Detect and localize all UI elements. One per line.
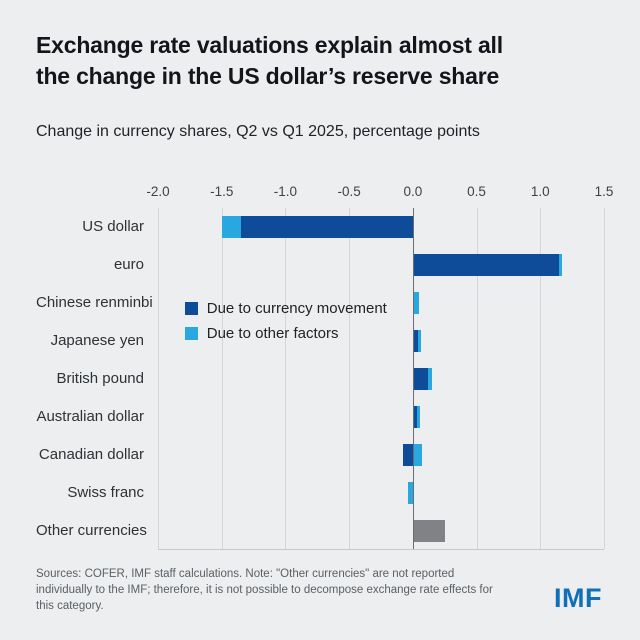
x-tick-label: -0.5 [337, 184, 361, 199]
legend-label-currency-movement: Due to currency movement [206, 300, 387, 317]
gridline [221, 208, 223, 549]
chart-body: US dollar euro Chinese renminbi Japanese ye… [36, 208, 605, 550]
bar-segment [402, 444, 413, 466]
x-tick-label: -1.0 [273, 184, 298, 199]
page-title: Exchange rate valuations explain almost … [36, 30, 604, 92]
gridline [158, 208, 159, 549]
bar-segment [412, 330, 418, 352]
bar-segment [240, 216, 413, 238]
bar-chart: -2.0 -1.5 -1.0 -0.5 0.0 0.5 1.0 1.5 US dollar eu… [36, 182, 613, 550]
category-label: US dollar [82, 218, 144, 235]
bar-segment [412, 406, 417, 428]
bar-segment [221, 216, 241, 238]
bar-segment [407, 482, 413, 504]
imf-logo: IMF [554, 583, 602, 613]
bar-segment [414, 292, 420, 314]
x-tick-label: 0.0 [403, 184, 423, 199]
x-axis: -2.0 -1.5 -1.0 -0.5 0.0 0.5 1.0 1.5 [146, 182, 613, 208]
x-tick-label: -1.5 [210, 184, 234, 199]
x-tick-label: 1.5 [594, 184, 614, 199]
legend-swatch-currency-movement [184, 302, 198, 315]
category-labels: US dollar euro Chinese renminbi Japanese ye… [36, 208, 158, 550]
legend-item-currency-movement: Due to currency movement [184, 296, 387, 321]
legend-swatch-other-factors [184, 327, 198, 340]
bar-segment [416, 406, 421, 428]
legend-label-other-factors: Due to other factors [206, 325, 339, 342]
bar-segment [412, 254, 560, 276]
chart-subtitle: Change in currency shares, Q2 vs Q1 2025… [36, 123, 480, 140]
category-label: Swiss franc [67, 484, 144, 501]
gridline [604, 208, 605, 549]
title-line-2: the change in the US dollar’s reserve sh… [36, 63, 500, 89]
x-tick-label: 1.0 [530, 184, 550, 199]
bar-segment [412, 444, 422, 466]
category-label: Japanese yen [50, 332, 144, 349]
title-line-1: Exchange rate valuations explain almost … [36, 32, 503, 58]
source-note: Sources: COFER, IMF staff calculations. … [36, 568, 493, 612]
category-label: Australian dollar [36, 408, 144, 425]
category-label: euro [113, 256, 144, 273]
gridline [285, 208, 287, 549]
legend-item-other-factors: Due to other factors [184, 321, 387, 346]
category-label: Chinese renminbi [36, 294, 153, 311]
bar-segment [412, 520, 445, 542]
bar-segment [559, 254, 562, 276]
zero-line [412, 208, 414, 549]
bar-segment [417, 330, 421, 352]
plot-area: Due to currency movement Due to other fa… [158, 208, 605, 550]
category-label: Canadian dollar [38, 446, 144, 463]
footer: Sources: COFER, IMF staff calculations. … [36, 566, 604, 614]
x-tick-label: -2.0 [146, 184, 170, 199]
gridline [349, 208, 351, 549]
category-label: British pound [56, 370, 144, 387]
x-tick-label: 0.5 [467, 184, 486, 199]
category-label: Other currencies [36, 522, 147, 539]
gridline [476, 208, 478, 549]
gridline [540, 208, 542, 549]
legend: Due to currency movement Due to other fa… [184, 296, 387, 346]
bar-segment [428, 368, 432, 390]
bar-segment [412, 368, 429, 390]
